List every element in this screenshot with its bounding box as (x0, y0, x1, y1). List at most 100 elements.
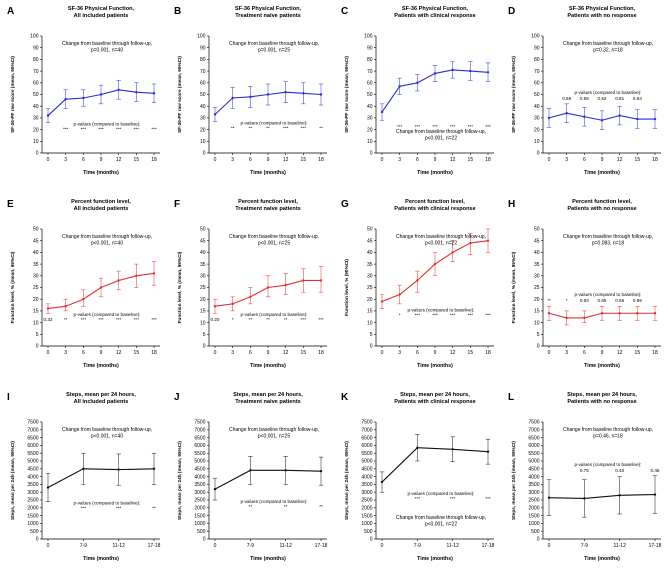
panel-letter: C (341, 6, 348, 17)
pvalue-label: ** (231, 125, 235, 130)
panel-l: L Steps, mean per 24 hours,Patients with … (508, 392, 662, 562)
pvalue-label: 0.66 (615, 298, 624, 303)
y-tick-label: 2500 (194, 498, 205, 504)
y-tick-label: 0 (370, 537, 373, 543)
y-tick-label: 20 (33, 127, 39, 133)
y-tick-label: 0 (537, 537, 540, 543)
y-tick-label: 5 (203, 332, 206, 338)
data-point (380, 110, 384, 114)
pvalue-label: *** (485, 496, 491, 501)
y-tick-label: 4000 (528, 474, 539, 480)
y-tick-label: 1000 (528, 521, 539, 527)
y-axis-label: SF-36-PF raw score (mean, 95%CI) (344, 56, 349, 133)
y-tick-label: 70 (367, 69, 373, 75)
x-tick-label: 15 (301, 157, 307, 163)
y-tick-label: 6500 (194, 435, 205, 441)
annotation-line-1: Change from baseline through follow-up, (396, 515, 486, 521)
data-point (583, 316, 586, 320)
data-point (64, 97, 67, 101)
x-tick-label: 0 (47, 543, 50, 549)
pvalue-label: *** (116, 506, 122, 511)
y-tick-label: 4000 (194, 474, 205, 480)
data-point (152, 272, 156, 275)
x-tick-label: 12 (450, 350, 456, 356)
x-tick-label: 17-18 (649, 543, 662, 549)
y-tick-label: 500 (364, 529, 373, 535)
panel-title: Steps, mean per 24 hours, (66, 392, 136, 398)
annotation-line-1: Change from baseline through follow-up, (563, 427, 653, 433)
x-tick-label: 12 (116, 350, 122, 356)
data-point (46, 307, 50, 310)
y-tick-label: 0 (203, 151, 206, 157)
x-tick-label: 0 (381, 157, 384, 163)
pvalue-label: 0.20 (211, 317, 220, 322)
y-tick-label: 5500 (194, 451, 205, 457)
x-tick-label: 0 (548, 543, 551, 549)
panel-subtitle: Treatment naive patients (235, 13, 301, 19)
annotation-line-2: p=0.083, n=18 (592, 241, 624, 247)
annotation-line-2: p=0.46, n=18 (593, 434, 623, 440)
pvalue-label: ** (152, 506, 156, 511)
y-tick-label: 1000 (194, 521, 205, 527)
data-point (249, 295, 252, 299)
y-tick-label: 20 (534, 127, 540, 133)
y-tick-label: 30 (33, 274, 39, 280)
panel-k: K Steps, mean per 24 hours,Patients with … (341, 392, 495, 562)
y-tick-label: 1000 (361, 521, 372, 527)
y-tick-label: 3000 (361, 490, 372, 496)
y-tick-label: 45 (33, 238, 39, 244)
panel-letter: K (341, 392, 349, 403)
y-tick-label: 50 (534, 92, 540, 98)
y-tick-label: 60 (367, 81, 373, 87)
x-axis-label: Time (months) (417, 170, 453, 176)
panel-d: D SF-36 Physical Function,Patients with n… (508, 6, 661, 176)
y-tick-label: 6000 (194, 443, 205, 449)
y-tick-label: 6000 (361, 443, 372, 449)
x-axis-label: Time (months) (584, 556, 620, 562)
x-tick-label: 3 (565, 157, 568, 163)
pvalue-label: ** (249, 504, 253, 509)
data-point (99, 93, 103, 96)
x-tick-label: 11-12 (279, 543, 292, 549)
y-tick-label: 1000 (27, 521, 38, 527)
x-tick-label: 9 (100, 157, 103, 163)
annotation-line-2: p<0.001, n=40 (91, 434, 123, 440)
panel-letter: H (508, 199, 515, 210)
y-tick-label: 35 (367, 262, 373, 268)
series-line (47, 468, 155, 489)
data-point (469, 69, 472, 73)
y-tick-label: 20 (33, 297, 39, 303)
pvalue-label: *** (116, 317, 122, 322)
x-tick-label: 12 (450, 157, 456, 163)
data-point (618, 114, 621, 117)
data-point (117, 468, 120, 471)
panel-letter: B (174, 6, 181, 17)
x-tick-label: 12 (283, 350, 289, 356)
pvalue-label: *** (81, 127, 87, 132)
data-point (231, 302, 234, 306)
y-tick-label: 35 (33, 262, 39, 268)
y-tick-label: 40 (33, 250, 39, 256)
data-point (82, 467, 85, 470)
y-tick-label: 50 (33, 92, 39, 98)
pvalue-label: * (399, 313, 401, 318)
y-tick-label: 4000 (361, 474, 372, 480)
y-axis-label: Function level, % (90%CI) (344, 259, 349, 316)
y-tick-label: 30 (534, 274, 540, 280)
y-tick-label: 3500 (528, 482, 539, 488)
y-tick-label: 10 (534, 320, 540, 326)
pvalue-label: *** (468, 313, 474, 318)
pvalue-label: 0.99 (633, 298, 642, 303)
data-point (64, 305, 67, 308)
y-tick-label: 3000 (528, 490, 539, 496)
x-tick-label: 7-9 (80, 543, 87, 549)
y-tick-label: 70 (33, 69, 39, 75)
x-tick-label: 3 (64, 157, 67, 163)
y-tick-label: 4500 (361, 467, 372, 473)
annotation-line-2: p<0.001, n=40 (91, 241, 123, 247)
panel-f: F Percent function level,Treatment naive … (174, 199, 327, 369)
y-axis-label: Steps, mean per 24h (mean, 95%CI) (511, 441, 516, 520)
pvalue-label: *** (485, 313, 491, 318)
data-point (398, 293, 401, 296)
panel-subtitle: Patients with clinical response (394, 399, 475, 405)
